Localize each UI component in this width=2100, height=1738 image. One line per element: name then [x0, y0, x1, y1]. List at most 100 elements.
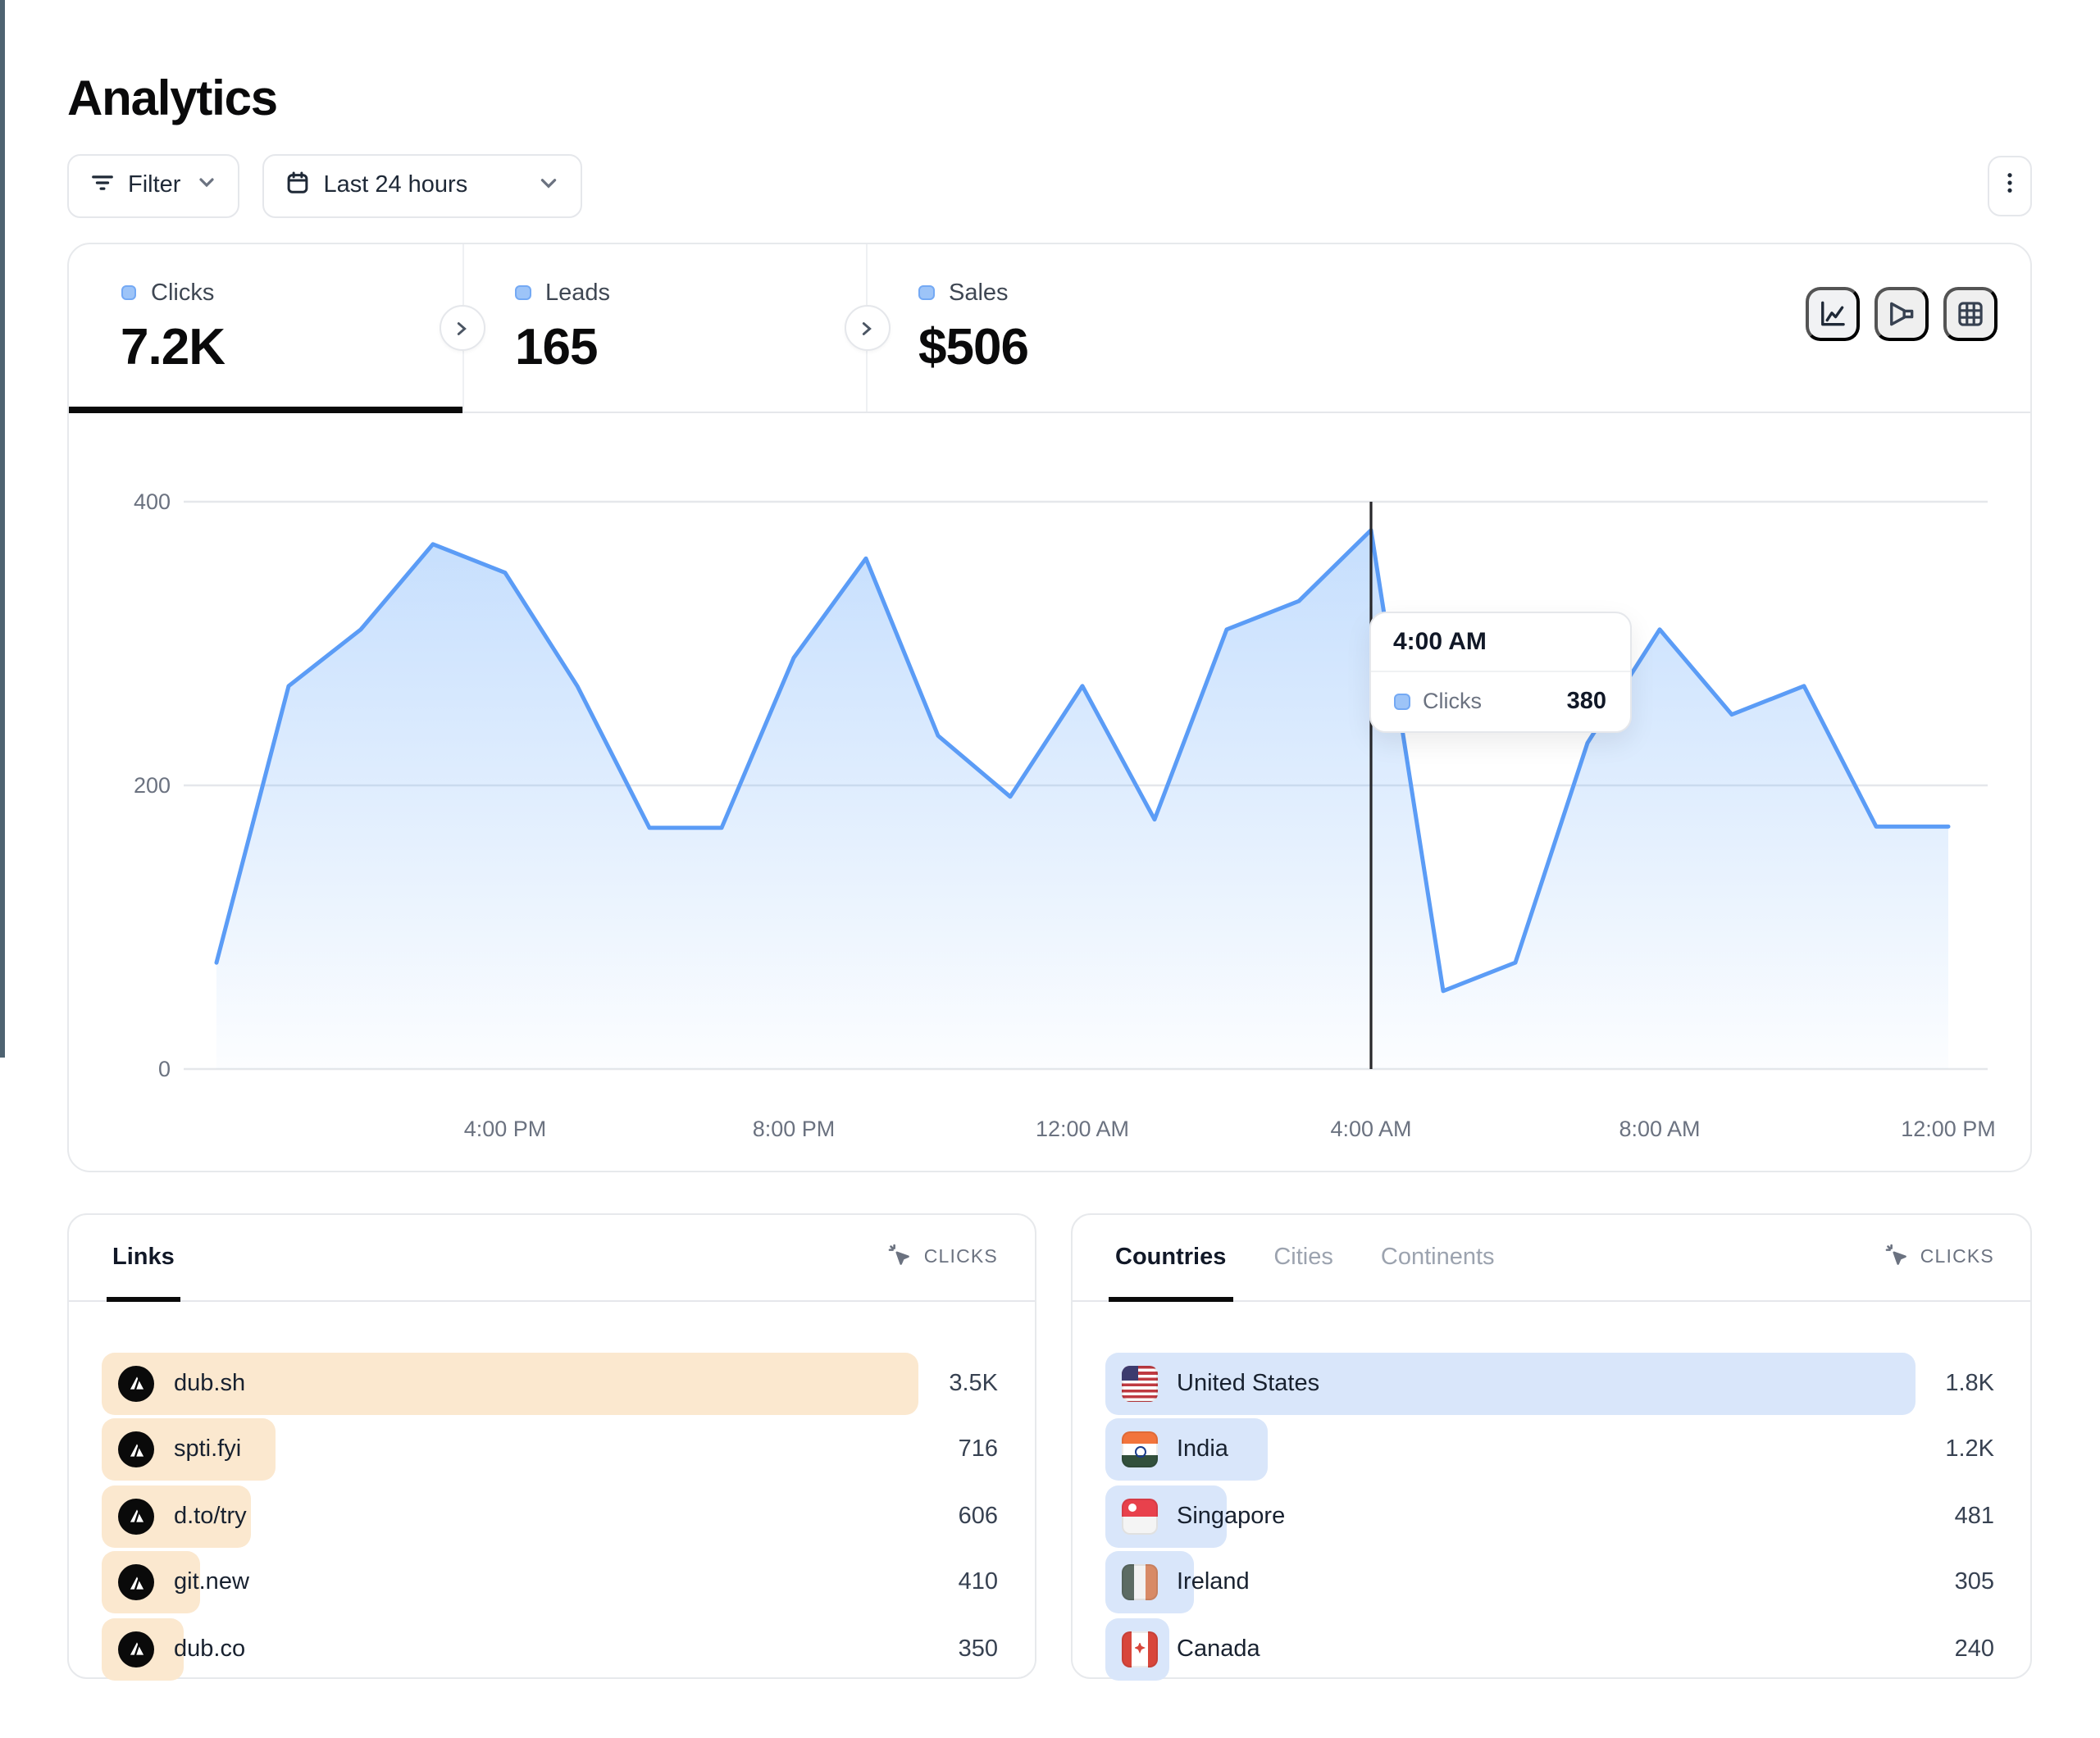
- svg-text:12:00 AM: 12:00 AM: [1036, 1116, 1129, 1140]
- list-item[interactable]: Ireland 305: [1105, 1551, 1998, 1613]
- row-value: 305: [1954, 1569, 1994, 1595]
- tooltip-series-label: Clicks: [1423, 689, 1482, 713]
- value-bar: [1105, 1352, 1916, 1414]
- list-item[interactable]: d.to/try 606: [102, 1485, 1001, 1547]
- cursor-click-icon: [888, 1243, 913, 1272]
- list-item[interactable]: Singapore 481: [1105, 1485, 1998, 1547]
- next-metric-button[interactable]: [439, 305, 485, 351]
- row-value: 716: [958, 1436, 998, 1463]
- clicks-legend-chip: [121, 284, 136, 301]
- line-chart-view-button[interactable]: [1806, 286, 1860, 340]
- svg-text:8:00 PM: 8:00 PM: [753, 1116, 836, 1140]
- line-chart-icon: [1821, 300, 1845, 325]
- svg-text:400: 400: [134, 489, 171, 513]
- filter-button-label: Filter: [128, 172, 181, 199]
- list-item[interactable]: United States 1.8K: [1105, 1352, 1998, 1414]
- chevron-right-icon: [457, 321, 467, 334]
- more-options-button[interactable]: [1988, 155, 2032, 216]
- row-value: 3.5K: [949, 1370, 998, 1396]
- stat-label: Clicks: [151, 280, 215, 306]
- countries-panel: Countries Cities Continents CLICKS United …: [1070, 1213, 2032, 1680]
- row-label: Singapore: [1177, 1503, 1286, 1529]
- clicks-value: 7.2K: [121, 317, 225, 375]
- list-item[interactable]: India 1.2K: [1105, 1418, 1998, 1481]
- row-value: 240: [1954, 1636, 1994, 1662]
- us-flag-icon: [1121, 1365, 1157, 1401]
- toolbar: Filter Last 24 hours: [67, 154, 2032, 217]
- row-label: dub.co: [174, 1636, 246, 1662]
- value-bar: [102, 1352, 919, 1414]
- countries-tab-cities[interactable]: Cities: [1273, 1244, 1333, 1271]
- svg-text:12:00 PM: 12:00 PM: [1901, 1116, 1996, 1140]
- sg-flag-icon: [1121, 1498, 1157, 1534]
- analytics-chart-card: Clicks 7.2K Leads 165 Sales: [67, 242, 2032, 1172]
- row-label: dub.sh: [174, 1370, 246, 1396]
- date-range-button[interactable]: Last 24 hours: [262, 154, 583, 217]
- list-item[interactable]: dub.sh 3.5K: [102, 1352, 1001, 1414]
- row-value: 481: [1954, 1503, 1994, 1529]
- countries-panel-header: Countries Cities Continents CLICKS: [1072, 1215, 2030, 1301]
- row-value: 1.2K: [1945, 1436, 1994, 1463]
- list-item[interactable]: spti.fyi 716: [102, 1418, 1001, 1481]
- links-metric[interactable]: CLICKS: [888, 1243, 998, 1272]
- leads-value: 165: [515, 317, 598, 375]
- list-item[interactable]: dub.co 350: [102, 1617, 1001, 1680]
- stat-label: Leads: [545, 280, 611, 306]
- tab-clicks[interactable]: Clicks 7.2K: [69, 243, 462, 412]
- tooltip-value: 380: [1566, 688, 1606, 714]
- stat-label: Sales: [949, 280, 1009, 306]
- calendar-icon: [285, 171, 310, 202]
- row-value: 1.8K: [1945, 1370, 1994, 1396]
- chart-view-switcher: [1806, 286, 1998, 340]
- row-label: India: [1177, 1436, 1228, 1463]
- in-flag-icon: [1121, 1431, 1157, 1467]
- countries-metric-label: CLICKS: [1920, 1247, 1994, 1267]
- countries-tab-continents[interactable]: Continents: [1380, 1244, 1495, 1271]
- table-view-button[interactable]: [1943, 286, 1998, 340]
- row-label: d.to/try: [174, 1503, 247, 1529]
- svg-text:4:00 PM: 4:00 PM: [464, 1116, 547, 1140]
- row-label: git.new: [174, 1569, 249, 1595]
- countries-metric[interactable]: CLICKS: [1884, 1243, 1994, 1272]
- filter-icon: [90, 171, 115, 202]
- tab-sales[interactable]: Sales $506: [867, 243, 2030, 411]
- links-metric-label: CLICKS: [923, 1247, 998, 1267]
- filter-button[interactable]: Filter: [67, 154, 240, 217]
- next-metric-button[interactable]: [844, 305, 890, 351]
- funnel-view-button[interactable]: [1875, 286, 1929, 340]
- row-label: spti.fyi: [174, 1436, 242, 1463]
- dub-logo-icon: [118, 1365, 154, 1401]
- chevron-right-icon: [862, 321, 872, 334]
- stats-tabs: Clicks 7.2K Leads 165 Sales: [69, 243, 2030, 412]
- list-item[interactable]: git.new 410: [102, 1551, 1001, 1613]
- links-tab-links[interactable]: Links: [106, 1215, 181, 1300]
- tooltip-time: 4:00 AM: [1370, 612, 1629, 671]
- sales-value: $506: [918, 317, 1029, 375]
- row-value: 410: [958, 1569, 998, 1595]
- row-label: Ireland: [1177, 1569, 1250, 1595]
- svg-text:4:00 AM: 4:00 AM: [1330, 1116, 1411, 1140]
- kebab-menu-icon: [1999, 171, 2020, 201]
- svg-text:0: 0: [158, 1056, 171, 1081]
- tab-leads[interactable]: Leads 165: [462, 243, 867, 411]
- page-title: Analytics: [67, 72, 278, 126]
- cursor-click-icon: [1884, 1243, 1909, 1272]
- dub-logo-icon: [118, 1498, 154, 1534]
- chevron-down-icon: [197, 173, 216, 199]
- links-panel: Links CLICKS dub.sh 3.5K spti.fyi 716 d.to/t…: [67, 1213, 1036, 1680]
- list-item[interactable]: Canada 240: [1105, 1617, 1998, 1680]
- dub-logo-icon: [118, 1564, 154, 1600]
- clicks-time-series-chart[interactable]: 0 200 400 4:00 PM 8:00 PM 12:00 AM 4:00 AM 8:00…: [69, 412, 2034, 1173]
- chart-tooltip: 4:00 AM Clicks 380: [1369, 611, 1631, 732]
- row-label: United States: [1177, 1370, 1320, 1396]
- dub-logo-icon: [118, 1431, 154, 1467]
- ie-flag-icon: [1121, 1564, 1157, 1600]
- row-value: 350: [958, 1636, 998, 1662]
- active-tab-underline: [69, 407, 462, 412]
- page-edge-accent: [0, 0, 4, 1058]
- countries-tab-countries[interactable]: Countries: [1109, 1215, 1232, 1300]
- row-value: 606: [958, 1503, 998, 1529]
- row-label: Canada: [1177, 1636, 1260, 1662]
- svg-text:200: 200: [134, 772, 171, 797]
